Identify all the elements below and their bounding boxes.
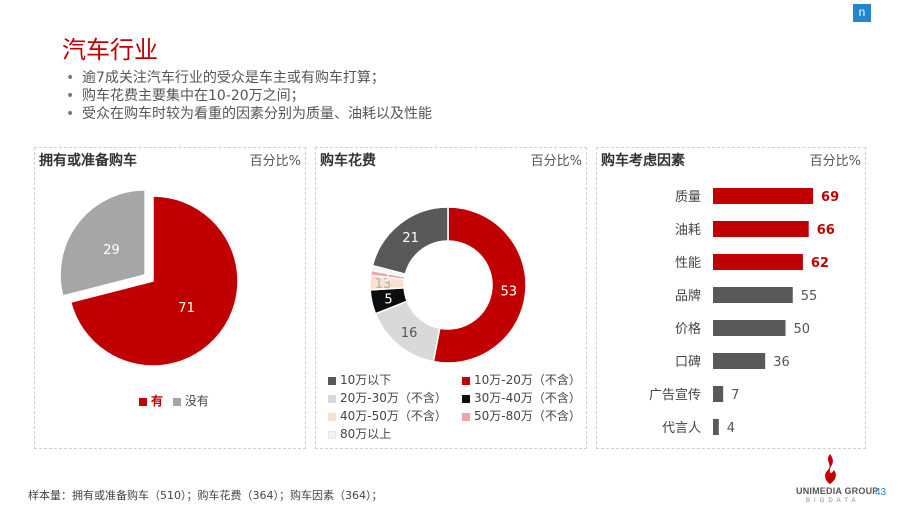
legend-label-no: 没有 <box>184 394 209 408</box>
value-label: 55 <box>801 289 818 304</box>
panel-title: 拥有或准备购车 <box>39 153 137 169</box>
ownership-pie-chart: 71 29 <box>59 189 239 367</box>
page-number: 43 <box>875 487 887 498</box>
spend-panel: 购车花费 百分比% 53 16 5 13 1 21 10万以下 10万-20万（不含） 2… <box>315 147 587 449</box>
bar <box>713 353 766 369</box>
pie-legend: 有 没有 <box>139 392 209 409</box>
brand-badge: n <box>853 4 871 22</box>
panel-title: 购车花费 <box>320 153 376 169</box>
data-label: 21 <box>402 231 419 246</box>
value-label: 66 <box>817 223 835 238</box>
legend-label-yes: 有 <box>151 394 164 408</box>
panel-title: 购车考虑因素 <box>601 153 685 169</box>
data-label: 71 <box>178 301 195 316</box>
legend-item: 10万-20万（不含） <box>462 371 581 388</box>
legend-swatch <box>139 397 147 406</box>
data-label: 5 <box>384 292 392 307</box>
legend-swatch <box>328 376 336 385</box>
data-label: 29 <box>103 243 120 258</box>
company-logo-text: UNIMEDIA GROUP <box>796 486 879 496</box>
page-title: 汽车行业 <box>62 36 158 64</box>
bullet-item: 购车花费主要集中在10-20万之间； <box>66 87 432 105</box>
bar <box>713 188 814 204</box>
company-logo-subtext: BIGDATA <box>806 498 860 504</box>
panel-unit: 百分比% <box>249 154 301 169</box>
bullet-item: 受众在购车时较为看重的因素分别为质量、油耗以及性能 <box>66 105 432 123</box>
legend-label: 50万-80万（不含） <box>474 409 581 423</box>
category-label: 质量 <box>675 190 701 205</box>
legend-item: 30万-40万（不含） <box>462 389 581 406</box>
legend-label: 40万-50万（不含） <box>340 409 447 423</box>
ownership-panel: 拥有或准备购车 百分比% 71 29 有 没有 <box>34 147 306 449</box>
bar <box>713 320 786 336</box>
pie-slice-no <box>59 189 146 297</box>
value-label: 50 <box>794 322 811 337</box>
legend-item: 10万以下 <box>328 371 391 388</box>
data-label: 1 <box>384 269 392 284</box>
bullet-list: 逾7成关注汽车行业的受众是车主或有购车打算； 购车花费主要集中在10-20万之间… <box>66 69 432 123</box>
legend-label: 20万-30万（不含） <box>340 391 447 405</box>
legend-swatch <box>462 376 470 385</box>
data-label: 16 <box>401 326 418 341</box>
donut-slice <box>432 206 527 364</box>
value-label: 36 <box>773 355 790 370</box>
category-label: 品牌 <box>675 288 701 304</box>
donut-slice <box>371 206 449 275</box>
legend-item: 40万-50万（不含） <box>328 407 447 424</box>
category-label: 价格 <box>675 321 701 337</box>
category-label: 广告宣传 <box>649 387 701 403</box>
bullet-item: 逾7成关注汽车行业的受众是车主或有购车打算； <box>66 69 432 87</box>
legend-swatch <box>462 394 470 403</box>
legend-swatch <box>172 397 181 406</box>
panel-unit: 百分比% <box>530 154 582 169</box>
legend-swatch <box>328 394 336 403</box>
data-label: 13 <box>375 277 392 292</box>
bar <box>713 254 803 270</box>
bar <box>713 386 724 402</box>
panel-unit: 百分比% <box>809 154 861 169</box>
bar <box>713 287 793 303</box>
legend-swatch <box>462 412 470 421</box>
bar <box>713 419 719 435</box>
factors-panel: 购车考虑因素 百分比% 质量 69 油耗 66 性能 62 品牌 55 价格 50 口碑 36 广告宣传… <box>596 147 866 449</box>
legend-label: 80万以上 <box>340 427 392 441</box>
legend-label: 10万-20万（不含） <box>474 373 581 387</box>
value-label: 62 <box>811 256 829 271</box>
category-label: 代言人 <box>662 421 701 436</box>
legend-swatch <box>328 412 336 421</box>
category-label: 口碑 <box>675 354 701 370</box>
value-label: 7 <box>731 388 739 403</box>
flame-logo-icon <box>825 454 836 484</box>
bar <box>713 221 809 237</box>
legend-label: 10万以下 <box>340 373 392 387</box>
category-label: 性能 <box>675 256 701 271</box>
legend-item: 80万以上 <box>328 425 391 442</box>
legend-item: 50万-80万（不含） <box>462 407 581 424</box>
value-label: 4 <box>727 421 735 436</box>
legend-item: 20万-30万（不含） <box>328 389 447 406</box>
sample-size-note: 样本量：拥有或准备购车（510）；购车花费（364）；购车因素（364）； <box>28 489 383 502</box>
factors-bar-chart: 质量 69 油耗 66 性能 62 品牌 55 价格 50 口碑 36 广告宣传 7 代言人 4 <box>649 188 839 436</box>
legend-swatch <box>328 430 336 439</box>
category-label: 油耗 <box>675 223 701 238</box>
value-label: 69 <box>821 190 839 205</box>
legend-label: 30万-40万（不含） <box>474 391 581 405</box>
data-label: 53 <box>500 285 517 300</box>
pie-slice-yes <box>69 195 239 367</box>
